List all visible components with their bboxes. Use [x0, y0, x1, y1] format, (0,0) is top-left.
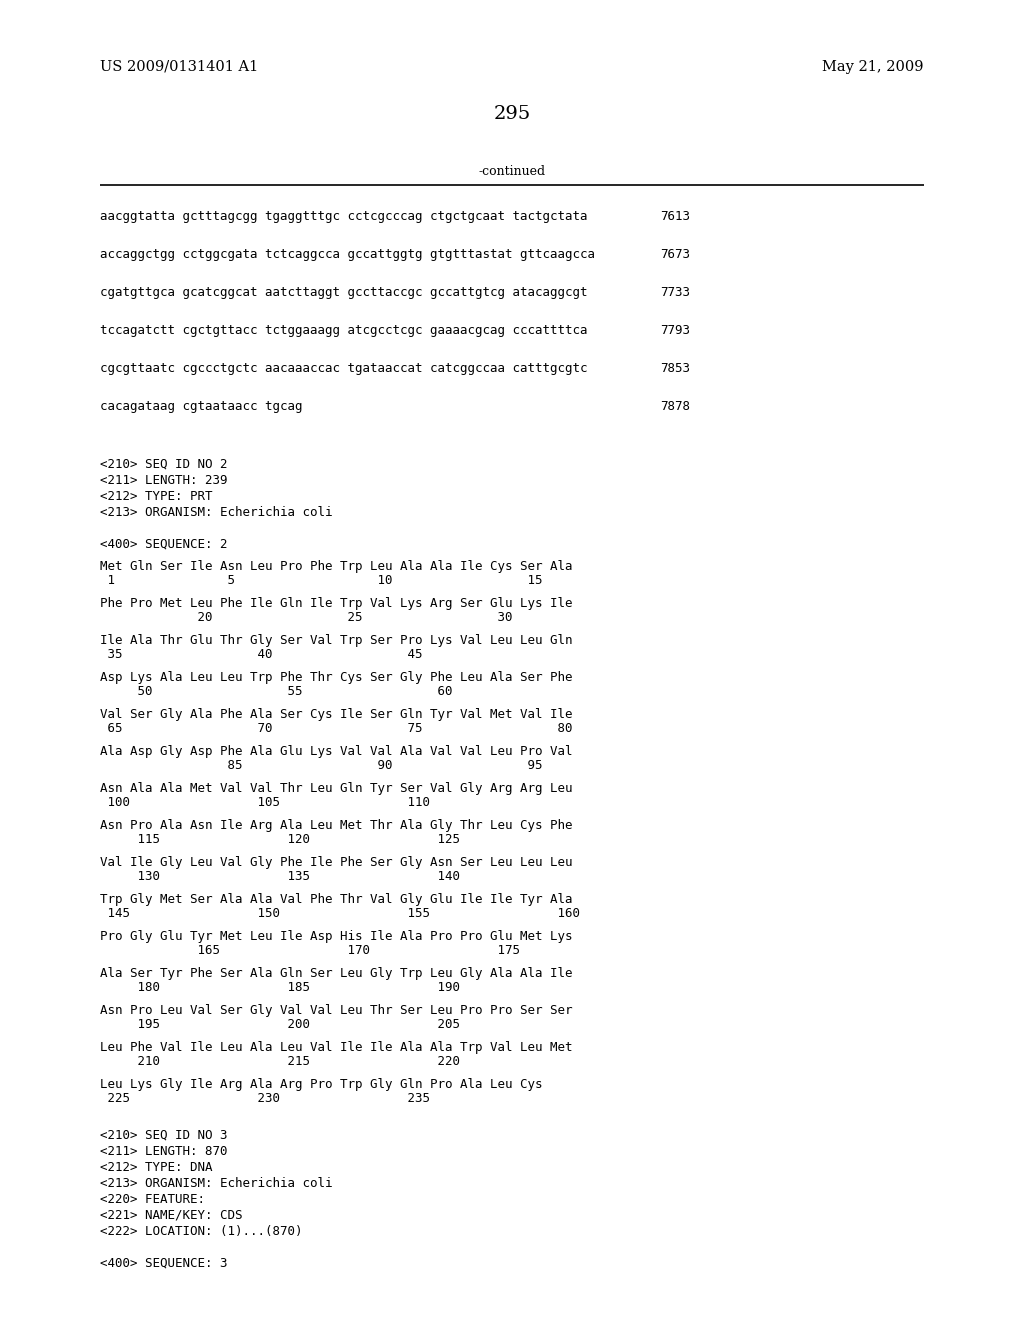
Text: Met Gln Ser Ile Asn Leu Pro Phe Trp Leu Ala Ala Ile Cys Ser Ala: Met Gln Ser Ile Asn Leu Pro Phe Trp Leu … — [100, 560, 572, 573]
Text: 1               5                   10                  15: 1 5 10 15 — [100, 574, 543, 587]
Text: 35                  40                  45: 35 40 45 — [100, 648, 423, 661]
Text: US 2009/0131401 A1: US 2009/0131401 A1 — [100, 59, 258, 74]
Text: 145                 150                 155                 160: 145 150 155 160 — [100, 907, 580, 920]
Text: 225                 230                 235: 225 230 235 — [100, 1092, 430, 1105]
Text: Leu Lys Gly Ile Arg Ala Arg Pro Trp Gly Gln Pro Ala Leu Cys: Leu Lys Gly Ile Arg Ala Arg Pro Trp Gly … — [100, 1078, 543, 1092]
Text: Asn Pro Leu Val Ser Gly Val Val Leu Thr Ser Leu Pro Pro Ser Ser: Asn Pro Leu Val Ser Gly Val Val Leu Thr … — [100, 1005, 572, 1016]
Text: <222> LOCATION: (1)...(870): <222> LOCATION: (1)...(870) — [100, 1225, 302, 1238]
Text: <211> LENGTH: 870: <211> LENGTH: 870 — [100, 1144, 227, 1158]
Text: 65                  70                  75                  80: 65 70 75 80 — [100, 722, 572, 735]
Text: <210> SEQ ID NO 3: <210> SEQ ID NO 3 — [100, 1129, 227, 1142]
Text: <212> TYPE: DNA: <212> TYPE: DNA — [100, 1162, 213, 1173]
Text: cgcgttaatc cgccctgctc aacaaaccac tgataaccat catcggccaa catttgcgtc: cgcgttaatc cgccctgctc aacaaaccac tgataac… — [100, 362, 588, 375]
Text: 130                 135                 140: 130 135 140 — [100, 870, 460, 883]
Text: cacagataag cgtaataacc tgcag: cacagataag cgtaataacc tgcag — [100, 400, 302, 413]
Text: Pro Gly Glu Tyr Met Leu Ile Asp His Ile Ala Pro Pro Glu Met Lys: Pro Gly Glu Tyr Met Leu Ile Asp His Ile … — [100, 931, 572, 942]
Text: 165                 170                 175: 165 170 175 — [100, 944, 520, 957]
Text: Leu Phe Val Ile Leu Ala Leu Val Ile Ile Ala Ala Trp Val Leu Met: Leu Phe Val Ile Leu Ala Leu Val Ile Ile … — [100, 1041, 572, 1053]
Text: 180                 185                 190: 180 185 190 — [100, 981, 460, 994]
Text: 7673: 7673 — [660, 248, 690, 261]
Text: tccagatctt cgctgttacc tctggaaagg atcgcctcgc gaaaacgcag cccattttca: tccagatctt cgctgttacc tctggaaagg atcgcct… — [100, 323, 588, 337]
Text: <220> FEATURE:: <220> FEATURE: — [100, 1193, 205, 1206]
Text: 50                  55                  60: 50 55 60 — [100, 685, 453, 698]
Text: Phe Pro Met Leu Phe Ile Gln Ile Trp Val Lys Arg Ser Glu Lys Ile: Phe Pro Met Leu Phe Ile Gln Ile Trp Val … — [100, 597, 572, 610]
Text: <213> ORGANISM: Echerichia coli: <213> ORGANISM: Echerichia coli — [100, 506, 333, 519]
Text: <211> LENGTH: 239: <211> LENGTH: 239 — [100, 474, 227, 487]
Text: <210> SEQ ID NO 2: <210> SEQ ID NO 2 — [100, 458, 227, 471]
Text: 7853: 7853 — [660, 362, 690, 375]
Text: Asn Pro Ala Asn Ile Arg Ala Leu Met Thr Ala Gly Thr Leu Cys Phe: Asn Pro Ala Asn Ile Arg Ala Leu Met Thr … — [100, 818, 572, 832]
Text: 195                 200                 205: 195 200 205 — [100, 1018, 460, 1031]
Text: Trp Gly Met Ser Ala Ala Val Phe Thr Val Gly Glu Ile Ile Tyr Ala: Trp Gly Met Ser Ala Ala Val Phe Thr Val … — [100, 894, 572, 906]
Text: accaggctgg cctggcgata tctcaggcca gccattggtg gtgtttastat gttcaagcca: accaggctgg cctggcgata tctcaggcca gccattg… — [100, 248, 595, 261]
Text: 210                 215                 220: 210 215 220 — [100, 1055, 460, 1068]
Text: Asn Ala Ala Met Val Val Thr Leu Gln Tyr Ser Val Gly Arg Arg Leu: Asn Ala Ala Met Val Val Thr Leu Gln Tyr … — [100, 781, 572, 795]
Text: 115                 120                 125: 115 120 125 — [100, 833, 460, 846]
Text: 7878: 7878 — [660, 400, 690, 413]
Text: <400> SEQUENCE: 3: <400> SEQUENCE: 3 — [100, 1257, 227, 1270]
Text: <213> ORGANISM: Echerichia coli: <213> ORGANISM: Echerichia coli — [100, 1177, 333, 1191]
Text: <400> SEQUENCE: 2: <400> SEQUENCE: 2 — [100, 539, 227, 550]
Text: 7793: 7793 — [660, 323, 690, 337]
Text: <221> NAME/KEY: CDS: <221> NAME/KEY: CDS — [100, 1209, 243, 1222]
Text: Ile Ala Thr Glu Thr Gly Ser Val Trp Ser Pro Lys Val Leu Leu Gln: Ile Ala Thr Glu Thr Gly Ser Val Trp Ser … — [100, 634, 572, 647]
Text: 7733: 7733 — [660, 286, 690, 300]
Text: 85                  90                  95: 85 90 95 — [100, 759, 543, 772]
Text: 20                  25                  30: 20 25 30 — [100, 611, 512, 624]
Text: Ala Ser Tyr Phe Ser Ala Gln Ser Leu Gly Trp Leu Gly Ala Ala Ile: Ala Ser Tyr Phe Ser Ala Gln Ser Leu Gly … — [100, 968, 572, 979]
Text: <212> TYPE: PRT: <212> TYPE: PRT — [100, 490, 213, 503]
Text: aacggtatta gctttagcgg tgaggtttgc cctcgcccag ctgctgcaat tactgctata: aacggtatta gctttagcgg tgaggtttgc cctcgcc… — [100, 210, 588, 223]
Text: 100                 105                 110: 100 105 110 — [100, 796, 430, 809]
Text: -continued: -continued — [478, 165, 546, 178]
Text: 295: 295 — [494, 106, 530, 123]
Text: Val Ile Gly Leu Val Gly Phe Ile Phe Ser Gly Asn Ser Leu Leu Leu: Val Ile Gly Leu Val Gly Phe Ile Phe Ser … — [100, 855, 572, 869]
Text: Asp Lys Ala Leu Leu Trp Phe Thr Cys Ser Gly Phe Leu Ala Ser Phe: Asp Lys Ala Leu Leu Trp Phe Thr Cys Ser … — [100, 671, 572, 684]
Text: Val Ser Gly Ala Phe Ala Ser Cys Ile Ser Gln Tyr Val Met Val Ile: Val Ser Gly Ala Phe Ala Ser Cys Ile Ser … — [100, 708, 572, 721]
Text: 7613: 7613 — [660, 210, 690, 223]
Text: May 21, 2009: May 21, 2009 — [822, 59, 924, 74]
Text: Ala Asp Gly Asp Phe Ala Glu Lys Val Val Ala Val Val Leu Pro Val: Ala Asp Gly Asp Phe Ala Glu Lys Val Val … — [100, 744, 572, 758]
Text: cgatgttgca gcatcggcat aatcttaggt gccttaccgc gccattgtcg atacaggcgt: cgatgttgca gcatcggcat aatcttaggt gccttac… — [100, 286, 588, 300]
